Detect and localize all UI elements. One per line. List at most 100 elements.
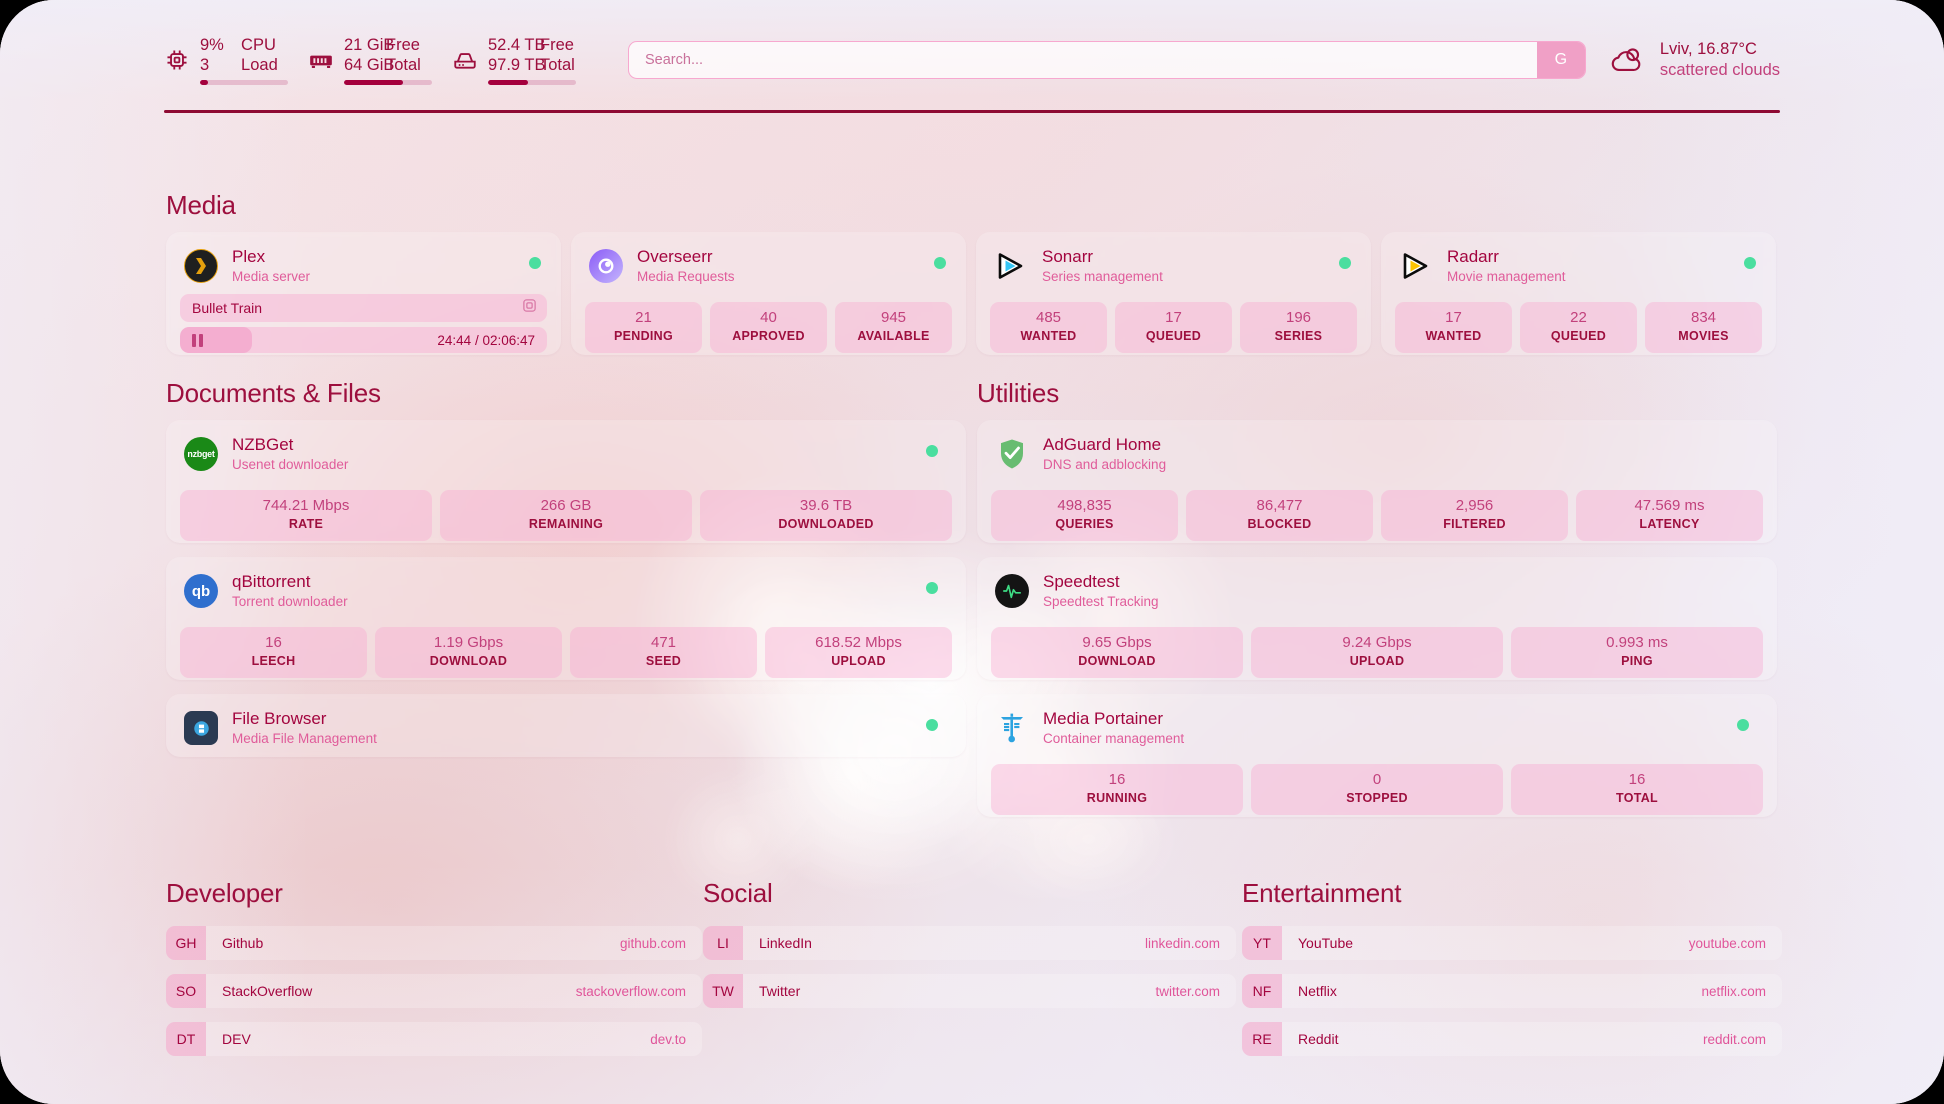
service-card-nzbget[interactable]: nzbget NZBGet Usenet downloader 744.21 M… [166,420,966,543]
bookmark-url: dev.to [650,1031,686,1047]
speedtest-icon [995,574,1029,608]
bookmark-abbr: DT [176,1031,196,1047]
radarr-status-dot [1744,257,1756,269]
bookmark-name: DEV [222,1031,251,1047]
stat-key: SEED [645,654,682,668]
adguard-subtitle: DNS and adblocking [1043,457,1167,472]
service-card-radarr[interactable]: Radarr Movie management 17 WANTED 22 QUE… [1381,232,1776,355]
memory-usage-bar [344,80,432,85]
pause-icon[interactable] [192,333,203,347]
service-card-adguard[interactable]: AdGuard Home DNS and adblocking 498,835 … [977,420,1777,543]
plex-playback-time: 24:44 / 02:06:47 [437,332,535,348]
overseerr-subtitle: Media Requests [637,269,735,284]
stat-value: 618.52 Mbps [815,634,902,651]
stat-value: 40 [760,309,777,326]
system-stat-memory: 21 GiB 64 GiB Free Total [308,35,432,85]
overseerr-icon [589,249,623,283]
nzbget-icon: nzbget [184,437,218,471]
stat-value: 834 [1690,309,1717,326]
bookmark-url: twitter.com [1155,983,1220,999]
bookmark-abbr: YT [1253,935,1271,951]
section-title-utilities: Utilities [977,378,1059,408]
plex-progress-bar[interactable]: 24:44 / 02:06:47 [180,327,547,353]
bookmark-item-stackoverflow[interactable]: SO StackOverflow stackoverflow.com [166,974,702,1008]
qbittorrent-name: qBittorrent [232,572,311,591]
stat-key: QUEUED [1145,329,1202,343]
bookmark-name: YouTube [1298,935,1354,951]
stat-value: 9.24 Gbps [1342,634,1412,651]
memory-value-top: 21 GiB [344,36,395,54]
plex-icon [184,249,218,283]
stat-value: 21 [635,309,652,326]
disk-label-bottom: Total [540,56,575,74]
memory-label-bottom: Total [386,56,421,74]
bookmark-name: Twitter [759,983,801,999]
system-stat-cpu: 9% 3 CPU Load [164,35,288,85]
stat-tile: 196 SERIES [1240,302,1357,353]
bookmark-url: github.com [619,935,686,951]
cpu-icon [164,47,190,73]
stat-value: 9.65 Gbps [1082,634,1152,651]
stat-value: 22 [1570,309,1587,326]
stat-tile: 498,835 QUERIES [991,490,1178,541]
bookmark-url: linkedin.com [1144,935,1220,951]
nzbget-stats: 744.21 Mbps RATE 266 GB REMAINING 39.6 T… [166,490,966,554]
stat-value: 17 [1165,309,1182,326]
plex-now-playing: Bullet Train [180,294,547,322]
service-card-overseerr[interactable]: Overseerr Media Requests 21 PENDING 40 A… [571,232,966,355]
bookmark-url: reddit.com [1702,1031,1766,1047]
bookmark-item-github[interactable]: GH Github github.com [166,926,702,960]
header-bar: 9% 3 CPU Load [164,24,1780,96]
disk-value-top: 52.4 TB [488,36,546,54]
service-card-portainer[interactable]: Media Portainer Container management 16 … [977,694,1777,817]
search-engine-button[interactable]: G [1536,42,1585,78]
radarr-subtitle: Movie management [1447,269,1566,284]
stat-tile: 16 TOTAL [1511,764,1763,815]
disk-icon [452,47,478,73]
stat-value: 485 [1035,309,1062,326]
search-input[interactable] [629,42,1537,78]
disk-label-top: Free [540,36,574,54]
section-title-entertainment: Entertainment [1242,878,1402,908]
sonarr-subtitle: Series management [1042,269,1163,284]
weather-widget[interactable]: Lviv, 16.87°C scattered clouds [1608,39,1780,81]
bookmark-name: Netflix [1298,983,1337,999]
section-title-media: Media [166,190,236,220]
stat-key: UPLOAD [831,654,886,668]
portainer-status-dot [1737,719,1749,731]
stat-value: 39.6 TB [799,497,853,514]
stat-tile: 834 MOVIES [1645,302,1762,353]
service-card-file-browser[interactable]: File Browser Media File Management [166,694,966,757]
bookmark-item-dev[interactable]: DT DEV dev.to [166,1022,702,1056]
search-box[interactable]: G [628,41,1586,79]
stat-key: PENDING [613,329,674,343]
stat-tile: 21 PENDING [585,302,702,353]
service-card-qbittorrent[interactable]: qb qBittorrent Torrent downloader 16 LEE… [166,557,966,680]
speedtest-name: Speedtest [1043,572,1120,591]
stat-value: 1.19 Gbps [433,634,504,651]
stat-key: UPLOAD [1349,654,1405,668]
bookmark-item-netflix[interactable]: NF Netflix netflix.com [1242,974,1782,1008]
bookmark-item-twitter[interactable]: TW Twitter twitter.com [703,974,1236,1008]
service-card-plex[interactable]: Plex Media server Bullet Train 24:44 / 0… [166,232,561,355]
service-card-sonarr[interactable]: Sonarr Series management 485 WANTED 17 Q… [976,232,1371,355]
stat-key: APPROVED [732,329,805,343]
bookmark-item-linkedin[interactable]: LI LinkedIn linkedin.com [703,926,1236,960]
file-browser-subtitle: Media File Management [232,731,377,746]
stat-value: 0.993 ms [1606,634,1668,651]
bookmark-name: Reddit [1298,1031,1339,1047]
overseerr-stats: 21 PENDING 40 APPROVED 945 AVAILABLE [571,302,966,366]
stat-tile: 86,477 BLOCKED [1186,490,1373,541]
bookmark-abbr: SO [175,983,197,999]
bookmark-item-youtube[interactable]: YT YouTube youtube.com [1242,926,1782,960]
stat-value: 471 [650,634,677,651]
service-card-speedtest[interactable]: Speedtest Speedtest Tracking 9.65 Gbps D… [977,557,1777,680]
cpu-usage-bar [200,80,288,85]
cast-icon[interactable] [522,298,537,318]
nzbget-name: NZBGet [232,435,294,454]
bookmark-item-reddit[interactable]: RE Reddit reddit.com [1242,1022,1782,1056]
stat-key: RUNNING [1086,791,1148,805]
qbittorrent-subtitle: Torrent downloader [232,594,348,609]
stat-key: RATE [288,517,324,531]
qbittorrent-stats: 16 LEECH 1.19 Gbps DOWNLOAD 471 SEED 618… [166,627,966,691]
